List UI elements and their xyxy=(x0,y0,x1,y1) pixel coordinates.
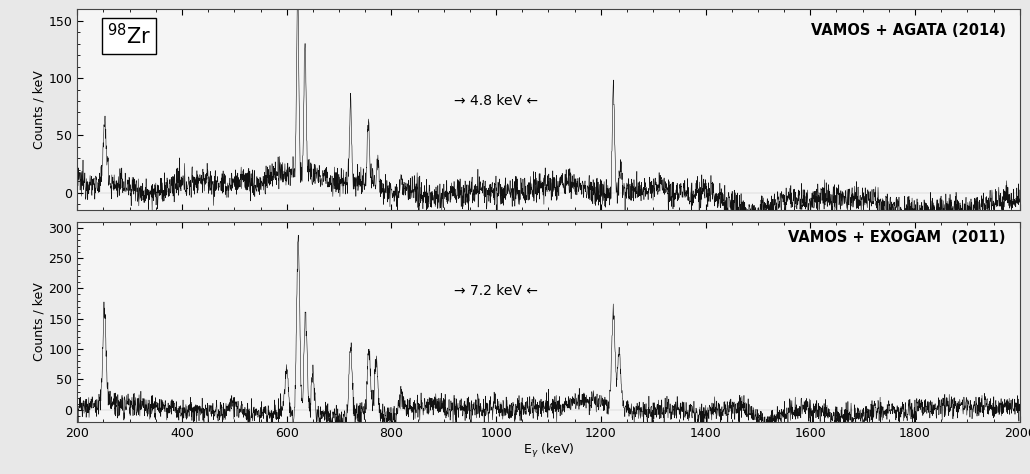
Text: VAMOS + EXOGAM  (2011): VAMOS + EXOGAM (2011) xyxy=(788,230,1005,245)
X-axis label: E$_\gamma$ (keV): E$_\gamma$ (keV) xyxy=(522,443,575,461)
Text: → 7.2 keV ←: → 7.2 keV ← xyxy=(454,284,538,299)
Y-axis label: Counts / keV: Counts / keV xyxy=(33,283,45,361)
Text: → 4.8 keV ←: → 4.8 keV ← xyxy=(454,94,538,108)
Text: VAMOS + AGATA (2014): VAMOS + AGATA (2014) xyxy=(811,24,1005,38)
Text: $^{98}$Zr: $^{98}$Zr xyxy=(107,24,151,49)
Y-axis label: Counts / keV: Counts / keV xyxy=(33,70,45,149)
